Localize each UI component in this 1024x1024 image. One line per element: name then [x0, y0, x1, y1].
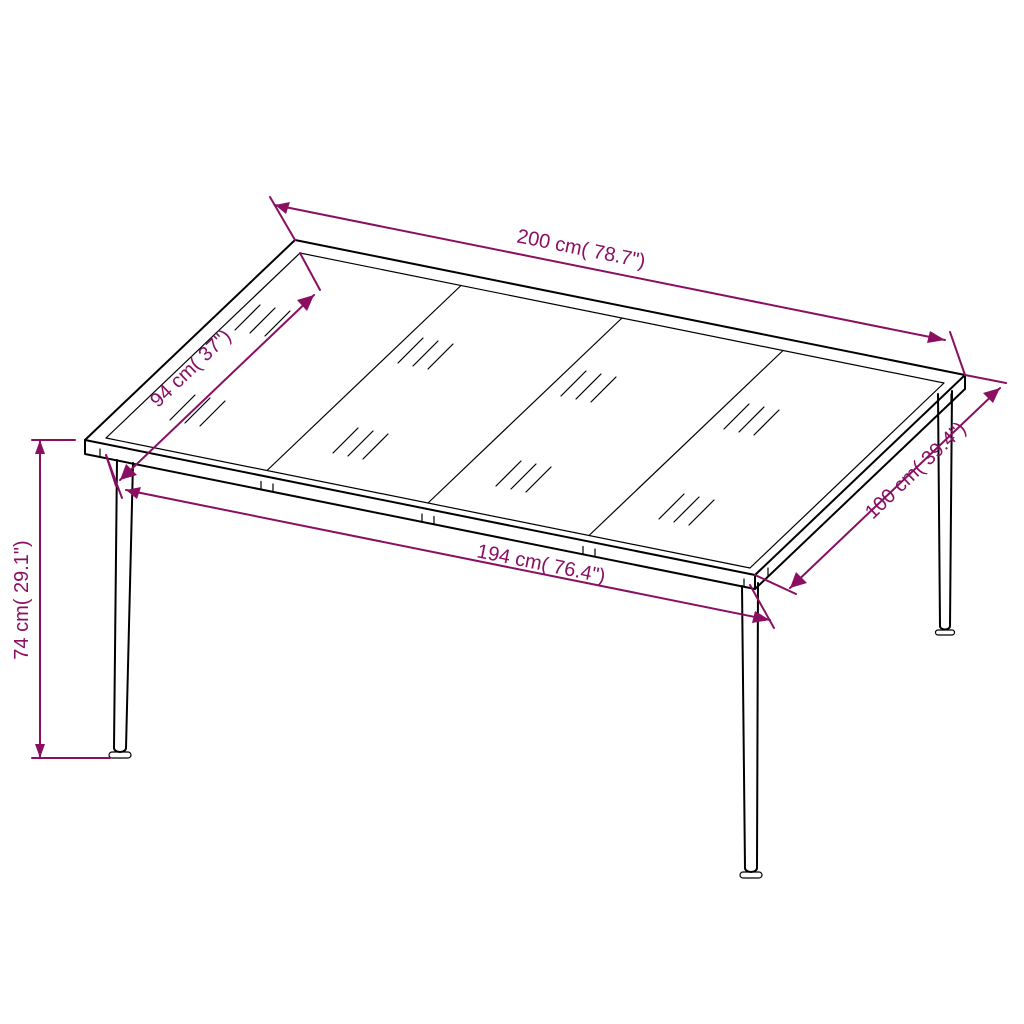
dim-height: 74 cm( 29.1"): [11, 540, 33, 659]
dim-width: 100 cm( 39.4"): [861, 418, 971, 524]
table-dimension-drawing: 74 cm( 29.1") 200 cm( 78.7") 100 cm( 39.…: [0, 0, 1024, 1024]
dim-inner-length: 194 cm( 76.4"): [475, 540, 607, 587]
